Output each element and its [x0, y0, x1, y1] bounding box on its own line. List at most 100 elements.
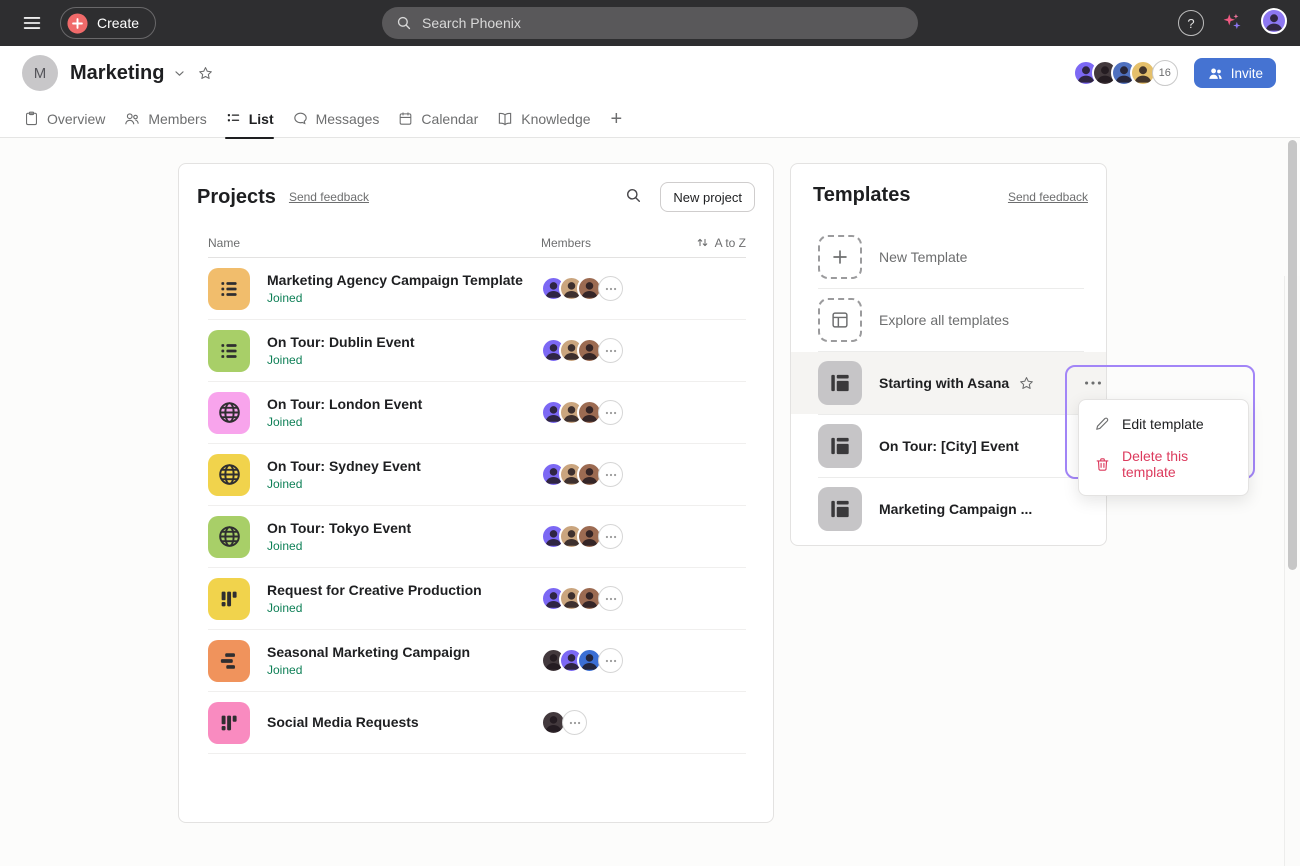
more-members-button[interactable]: [562, 710, 587, 735]
topbar: Create Search Phoenix ?: [0, 0, 1300, 46]
menu-item-delete-this-template[interactable]: Delete this template: [1079, 440, 1248, 488]
menu-item-edit-template[interactable]: Edit template: [1079, 407, 1248, 440]
more-members-button[interactable]: [598, 276, 623, 301]
projects-table: Name Members A to Z Marketing Agency Cam…: [208, 228, 746, 754]
template-icon: [818, 487, 862, 531]
new-project-button[interactable]: New project: [660, 182, 755, 212]
projects-table-header: Name Members A to Z: [208, 228, 746, 258]
search-placeholder: Search Phoenix: [422, 15, 521, 31]
project-name: Social Media Requests: [267, 713, 419, 730]
create-button[interactable]: Create: [60, 7, 157, 39]
template-options-button[interactable]: [1079, 372, 1107, 396]
page-title: Marketing: [70, 61, 165, 84]
invite-people-icon: [1207, 65, 1224, 82]
tab-label: List: [248, 110, 274, 127]
member-avatars: [1072, 60, 1156, 86]
sidebar-toggle-button[interactable]: [14, 5, 50, 41]
menu-item-label: Edit template: [1122, 415, 1204, 432]
project-row[interactable]: On Tour: Dublin Event Joined: [208, 320, 746, 382]
templates-header: Templates Send feedback: [791, 184, 1106, 210]
projects-title: Projects: [197, 185, 276, 208]
tab-members[interactable]: Members: [116, 100, 213, 138]
create-label: Create: [97, 15, 140, 31]
projects-feedback-link[interactable]: Send feedback: [288, 190, 369, 204]
team-members-stack[interactable]: 16: [1072, 60, 1178, 86]
templates-rows: New Template Explore all templates Startin…: [791, 226, 1106, 540]
project-cell: On Tour: Tokyo Event Joined: [208, 515, 541, 558]
project-row[interactable]: Marketing Agency Campaign Template Joined: [208, 258, 746, 320]
template-name: On Tour: [City] Event: [879, 438, 1019, 454]
tab-label: Calendar: [421, 110, 479, 127]
more-members-button[interactable]: [598, 462, 623, 487]
tabs: Overview Members List Messages Calendar Knowl…: [16, 100, 598, 139]
templates-panel: Templates Send feedback New Template Expl…: [790, 163, 1107, 546]
project-name: On Tour: Dublin Event: [267, 333, 415, 350]
sort-label: A to Z: [714, 235, 746, 250]
sort-arrows-icon: [695, 235, 710, 250]
template-action-new-template[interactable]: New Template: [791, 226, 1106, 288]
team-menu-button[interactable]: [171, 65, 188, 82]
avatar: [577, 400, 602, 425]
template-item[interactable]: Starting with Asana: [791, 352, 1106, 414]
projects-header: Projects Send feedback New project: [179, 182, 773, 212]
project-name: Seasonal Marketing Campaign: [267, 643, 471, 660]
more-members-button[interactable]: [598, 524, 623, 549]
ai-button[interactable]: [1221, 11, 1243, 36]
project-cell: Seasonal Marketing Campaign Joined: [208, 639, 541, 682]
search-icon: [395, 14, 413, 32]
favorite-template-button[interactable]: [1018, 375, 1035, 392]
template-item[interactable]: On Tour: [City] Event: [791, 415, 1106, 477]
project-row[interactable]: Seasonal Marketing Campaign Joined: [208, 630, 746, 692]
main-content: Projects Send feedback New project Name …: [0, 138, 1300, 866]
project-status: Joined: [267, 415, 303, 430]
tab-list[interactable]: List: [218, 100, 281, 139]
scrollbar-thumb[interactable]: [1288, 140, 1297, 570]
template-action-explore-all-templates[interactable]: Explore all templates: [791, 289, 1106, 351]
calendar-icon: [397, 110, 414, 127]
projects-search-button[interactable]: [622, 184, 645, 210]
favorite-team-button[interactable]: [195, 63, 216, 84]
divider: [818, 477, 1084, 478]
project-board-icon: [208, 577, 250, 620]
project-members: [541, 648, 746, 673]
project-row[interactable]: On Tour: London Event Joined: [208, 382, 746, 444]
more-members-button[interactable]: [598, 648, 623, 673]
project-text: Marketing Agency Campaign Template Joined: [267, 272, 523, 306]
project-text: Request for Creative Production Joined: [267, 582, 482, 616]
menu-item-label: Delete this template: [1122, 448, 1189, 480]
sort-button[interactable]: A to Z: [695, 235, 746, 250]
pencil-icon: [1094, 415, 1111, 432]
help-button[interactable]: ?: [1178, 10, 1204, 36]
project-row[interactable]: On Tour: Sydney Event Joined: [208, 444, 746, 506]
project-cell: On Tour: Sydney Event Joined: [208, 453, 541, 496]
more-members-button[interactable]: [598, 586, 623, 611]
template-item[interactable]: Marketing Campaign ...: [791, 478, 1106, 540]
project-board-icon: [208, 701, 250, 744]
project-cell: Marketing Agency Campaign Template Joined: [208, 267, 541, 310]
people-icon: [123, 110, 141, 128]
user-menu-button[interactable]: [1260, 7, 1288, 39]
template-action-label: New Template: [879, 249, 968, 265]
project-text: On Tour: Sydney Event Joined: [267, 458, 421, 492]
project-members: [541, 400, 746, 425]
global-search-input[interactable]: Search Phoenix: [382, 7, 918, 39]
tab-knowledge[interactable]: Knowledge: [489, 100, 597, 138]
invite-button[interactable]: Invite: [1193, 58, 1276, 88]
tab-overview[interactable]: Overview: [16, 100, 112, 138]
tab-label: Knowledge: [521, 110, 591, 127]
project-members: [541, 710, 746, 735]
tab-messages[interactable]: Messages: [285, 100, 387, 138]
project-list-icon: [208, 267, 250, 310]
trash-icon: [1094, 456, 1111, 473]
project-row[interactable]: Request for Creative Production Joined: [208, 568, 746, 630]
project-row[interactable]: Social Media Requests: [208, 692, 746, 754]
templates-feedback-link[interactable]: Send feedback: [1007, 190, 1088, 204]
project-row[interactable]: On Tour: Tokyo Event Joined: [208, 506, 746, 568]
more-members-button[interactable]: [598, 400, 623, 425]
project-globe-icon: [208, 391, 250, 434]
tab-calendar[interactable]: Calendar: [390, 100, 485, 138]
project-list-icon: [208, 329, 250, 372]
more-members-button[interactable]: [598, 338, 623, 363]
template-context-menu: Edit template Delete this template: [1078, 399, 1249, 496]
add-tab-button[interactable]: +: [602, 109, 632, 129]
